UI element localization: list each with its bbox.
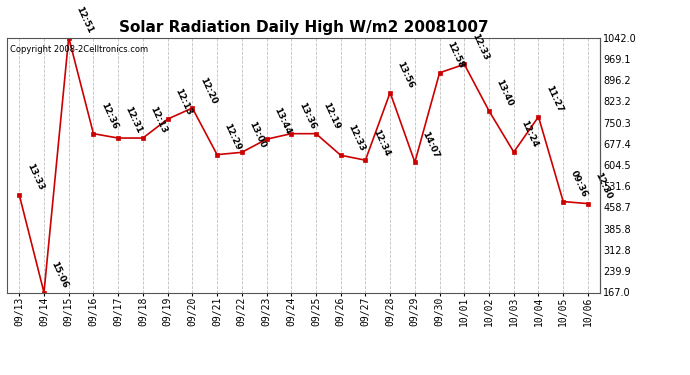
- Text: 13:36: 13:36: [297, 101, 317, 131]
- Text: 12:33: 12:33: [470, 32, 490, 62]
- Text: 13:56: 13:56: [395, 60, 416, 90]
- Text: 12:30: 12:30: [593, 171, 613, 201]
- Text: 12:13: 12:13: [173, 87, 193, 116]
- Text: 12:19: 12:19: [322, 101, 342, 131]
- Title: Solar Radiation Daily High W/m2 20081007: Solar Radiation Daily High W/m2 20081007: [119, 20, 489, 35]
- Text: 12:36: 12:36: [99, 101, 119, 131]
- Text: 12:51: 12:51: [75, 5, 95, 35]
- Text: 13:40: 13:40: [495, 78, 515, 108]
- Text: 12:20: 12:20: [198, 76, 218, 105]
- Text: 12:34: 12:34: [371, 128, 391, 158]
- Text: 09:36: 09:36: [569, 169, 589, 199]
- Text: 13:33: 13:33: [25, 162, 45, 192]
- Text: 12:33: 12:33: [346, 123, 366, 153]
- Text: 12:24: 12:24: [520, 119, 540, 149]
- Text: 11:27: 11:27: [544, 84, 564, 114]
- Text: 15:06: 15:06: [50, 260, 70, 290]
- Text: 12:29: 12:29: [223, 122, 243, 152]
- Text: Copyright 2008-2Celltronics.com: Copyright 2008-2Celltronics.com: [10, 45, 148, 54]
- Text: 13:44: 13:44: [272, 106, 293, 136]
- Text: 12:13: 12:13: [148, 105, 168, 135]
- Text: 12:31: 12:31: [124, 105, 144, 135]
- Text: 12:58: 12:58: [445, 40, 465, 70]
- Text: 13:00: 13:00: [247, 120, 268, 150]
- Text: 14:07: 14:07: [420, 130, 441, 159]
